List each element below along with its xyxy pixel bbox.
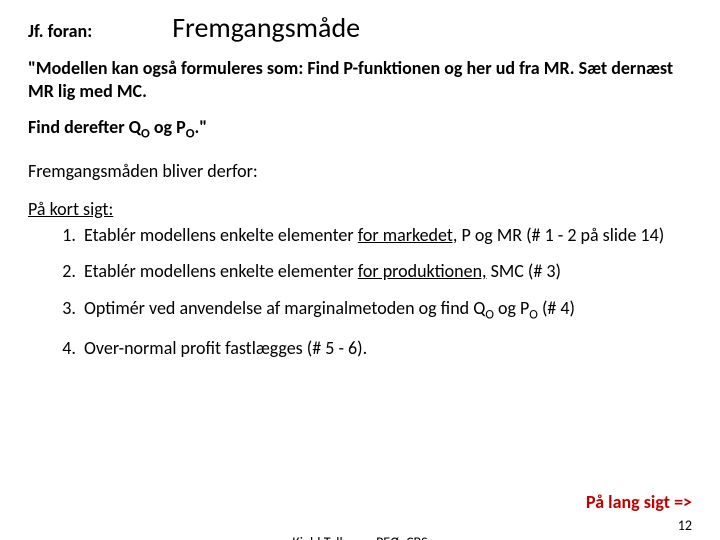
step1-a: Etablér modellens enkelte elementer bbox=[84, 224, 358, 246]
step-3: Optimér ved anvendelse af marginalmetode… bbox=[80, 297, 692, 324]
page-number: 12 bbox=[586, 517, 692, 534]
find-qo-po: Find derefter QO og PO." bbox=[28, 116, 692, 142]
steps-list: Etablér modellens enkelte elementer for … bbox=[28, 224, 692, 360]
find-text-c: ." bbox=[195, 116, 208, 138]
step-2: Etablér modellens enkelte elementer for … bbox=[80, 260, 692, 283]
procedure-intro: Fremgangsmåden bliver derfor: bbox=[28, 160, 692, 182]
header-row: Jf. foran: Fremgangsmåde bbox=[28, 10, 692, 45]
step-1: Etablér modellens enkelte elementer for … bbox=[80, 224, 692, 247]
subscript-o: O bbox=[485, 307, 494, 322]
subscript-o: O bbox=[529, 307, 538, 322]
model-description: "Modellen kan også formuleres som: Find … bbox=[28, 57, 692, 102]
footer-author: Kjeld Tyllesen, PEØ, CBS bbox=[292, 534, 427, 540]
short-term-heading: På kort sigt: bbox=[28, 198, 692, 220]
find-text-a: Find derefter Q bbox=[28, 116, 141, 138]
long-term-pointer: På lang sigt => bbox=[586, 491, 692, 513]
step1-underline: for markedet, bbox=[358, 224, 458, 246]
short-term-text: På kort sigt: bbox=[28, 198, 113, 220]
step2-b: SMC (# 3) bbox=[487, 260, 561, 282]
step3-b: og P bbox=[494, 297, 529, 319]
step-4: Over-normal profit fastlægges (# 5 - 6). bbox=[80, 337, 692, 360]
step1-b: P og MR (# 1 - 2 på slide 14) bbox=[457, 224, 664, 246]
step2-underline: for produktionen, bbox=[358, 260, 487, 282]
footer-right: På lang sigt => 12 bbox=[586, 491, 692, 534]
subscript-o: O bbox=[186, 127, 195, 142]
step2-a: Etablér modellens enkelte elementer bbox=[84, 260, 358, 282]
step3-a: Optimér ved anvendelse af marginalmetode… bbox=[84, 297, 485, 319]
slide: Jf. foran: Fremgangsmåde "Modellen kan o… bbox=[0, 0, 720, 540]
reference-label: Jf. foran: bbox=[28, 20, 92, 42]
find-text-b: og P bbox=[150, 116, 186, 138]
step3-c: (# 4) bbox=[538, 297, 575, 319]
subscript-o: O bbox=[141, 127, 150, 142]
slide-title: Fremgangsmåde bbox=[172, 10, 360, 45]
